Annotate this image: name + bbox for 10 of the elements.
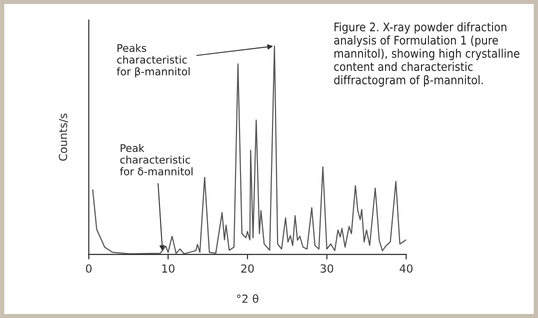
- annotation: Peak characteristic for δ-mannitol: [120, 144, 192, 176]
- x-tick-label: 40: [400, 264, 413, 273]
- chart-title: Figure 2. X-ray powder difraction analysis of Formulation 1 (pure mannitol), showing high crystalline content and characteristic diffractogram of β-mannitol.: [334, 22, 520, 87]
- x-axis-title: °2 θ: [237, 294, 258, 303]
- x-tick-label: 20: [241, 264, 254, 273]
- x-tick-label: 10: [162, 264, 174, 273]
- y-axis-title: Counts/s: [58, 114, 68, 161]
- annotation: Peaks characteristic for β-mannitol: [116, 44, 190, 78]
- x-tick-label: 30: [320, 264, 334, 273]
- x-tick-label: 0: [86, 264, 92, 273]
